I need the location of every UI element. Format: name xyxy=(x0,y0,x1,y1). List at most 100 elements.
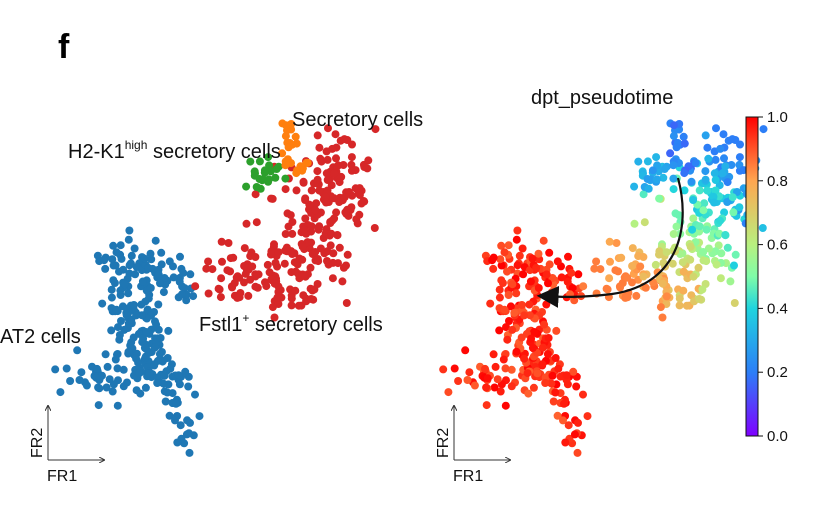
cell-point xyxy=(153,379,162,387)
pseudotime-point xyxy=(563,380,572,389)
cell-point xyxy=(124,235,133,244)
cell-point xyxy=(101,264,110,273)
cell-point xyxy=(109,241,118,250)
cell-point xyxy=(66,377,75,385)
at2-cells-label: AT2 cells xyxy=(0,326,81,348)
pseudotime-point xyxy=(528,343,537,352)
cell-point xyxy=(271,173,280,182)
pseudotime-point xyxy=(662,292,671,301)
pseudotime-point xyxy=(532,263,541,272)
pseudotime-point xyxy=(489,264,498,273)
pseudotime-point xyxy=(682,301,691,310)
cell-point xyxy=(260,166,269,175)
cell-point xyxy=(315,143,324,152)
cell-point xyxy=(324,124,332,133)
cell-point xyxy=(255,157,264,166)
pseudotime-point xyxy=(552,326,561,335)
cell-point xyxy=(189,292,198,301)
pseudotime-point xyxy=(496,255,505,264)
pseudotime-point xyxy=(507,365,516,374)
pseudotime-point xyxy=(689,214,698,223)
pseudotime-point xyxy=(658,313,667,322)
cell-point xyxy=(159,379,168,388)
pseudotime-point xyxy=(711,176,720,184)
pseudotime-point xyxy=(590,264,599,273)
pseudotime-point xyxy=(605,237,614,246)
pseudotime-point xyxy=(606,257,614,266)
pseudotime-point xyxy=(702,225,711,234)
pseudotime-point xyxy=(547,379,556,388)
cell-point xyxy=(141,383,150,392)
pseudotime-point xyxy=(716,144,725,153)
pseudotime-point xyxy=(482,401,491,410)
cell-point xyxy=(323,186,332,195)
cell-point xyxy=(311,248,320,256)
pseudotime-point xyxy=(614,267,623,276)
cell-point xyxy=(173,438,182,447)
pseudotime-point xyxy=(557,273,566,282)
cell-point xyxy=(314,257,323,266)
pseudotime-point xyxy=(711,155,720,164)
cell-point xyxy=(342,261,350,270)
cell-point xyxy=(107,293,116,302)
cell-point xyxy=(82,381,91,390)
cell-point xyxy=(348,140,356,149)
pseudotime-point xyxy=(504,241,513,250)
right-y-axis-label: FR2 xyxy=(435,428,452,458)
cell-point xyxy=(263,260,272,269)
cell-point xyxy=(229,253,238,262)
pseudotime-point xyxy=(596,265,605,274)
h2k1-rest: secretory cells xyxy=(147,141,280,163)
cell-point xyxy=(326,241,335,250)
fstl1-sup: + xyxy=(242,311,249,325)
cell-point xyxy=(154,270,163,279)
colorbar-tick-label: 0.2 xyxy=(767,364,788,381)
pseudotime-point xyxy=(662,248,671,257)
cell-point xyxy=(182,430,191,439)
pseudotime-point xyxy=(482,383,491,392)
pseudotime-point xyxy=(723,198,732,206)
fstl1-secretory-label: Fstl1+ secretory cells xyxy=(199,311,383,336)
cell-point xyxy=(146,284,155,292)
cell-point xyxy=(298,242,307,251)
pseudotime-point xyxy=(564,252,572,261)
pseudotime-point xyxy=(554,364,563,373)
pseudotime-point xyxy=(496,387,505,396)
pseudotime-point xyxy=(632,291,641,300)
pseudotime-point xyxy=(628,262,637,270)
pseudotime-point xyxy=(567,268,576,277)
cell-point xyxy=(101,350,110,359)
pseudotime-point xyxy=(715,229,724,238)
cell-point xyxy=(163,354,172,362)
cell-point xyxy=(165,257,174,266)
cell-point xyxy=(274,248,283,257)
pseudotime-point xyxy=(723,243,732,252)
cell-point xyxy=(330,169,339,178)
cell-point xyxy=(251,253,260,261)
left-x-axis-label: FR1 xyxy=(47,468,77,485)
cell-point xyxy=(364,156,373,165)
pseudotime-point xyxy=(701,175,710,184)
cell-point xyxy=(116,291,125,299)
cell-point xyxy=(151,236,160,245)
pseudotime-point xyxy=(669,161,678,170)
cell-point xyxy=(204,289,213,298)
cell-point xyxy=(127,251,136,260)
pseudotime-point xyxy=(551,354,560,362)
pseudotime-point xyxy=(493,375,502,384)
pseudotime-point xyxy=(720,154,728,163)
panel-letter: f xyxy=(58,28,70,66)
pseudotime-point xyxy=(660,165,669,173)
cell-point xyxy=(125,226,134,235)
cell-point xyxy=(335,178,344,187)
cell-point xyxy=(122,308,131,317)
cell-point xyxy=(116,241,125,250)
pseudotime-point xyxy=(498,279,507,287)
cell-point xyxy=(261,278,269,287)
cell-point xyxy=(307,222,316,231)
cell-point xyxy=(255,175,264,183)
pseudotime-point xyxy=(671,209,680,218)
pseudotime-point xyxy=(520,311,529,320)
cell-point xyxy=(322,198,330,207)
pseudotime-point xyxy=(569,367,578,376)
